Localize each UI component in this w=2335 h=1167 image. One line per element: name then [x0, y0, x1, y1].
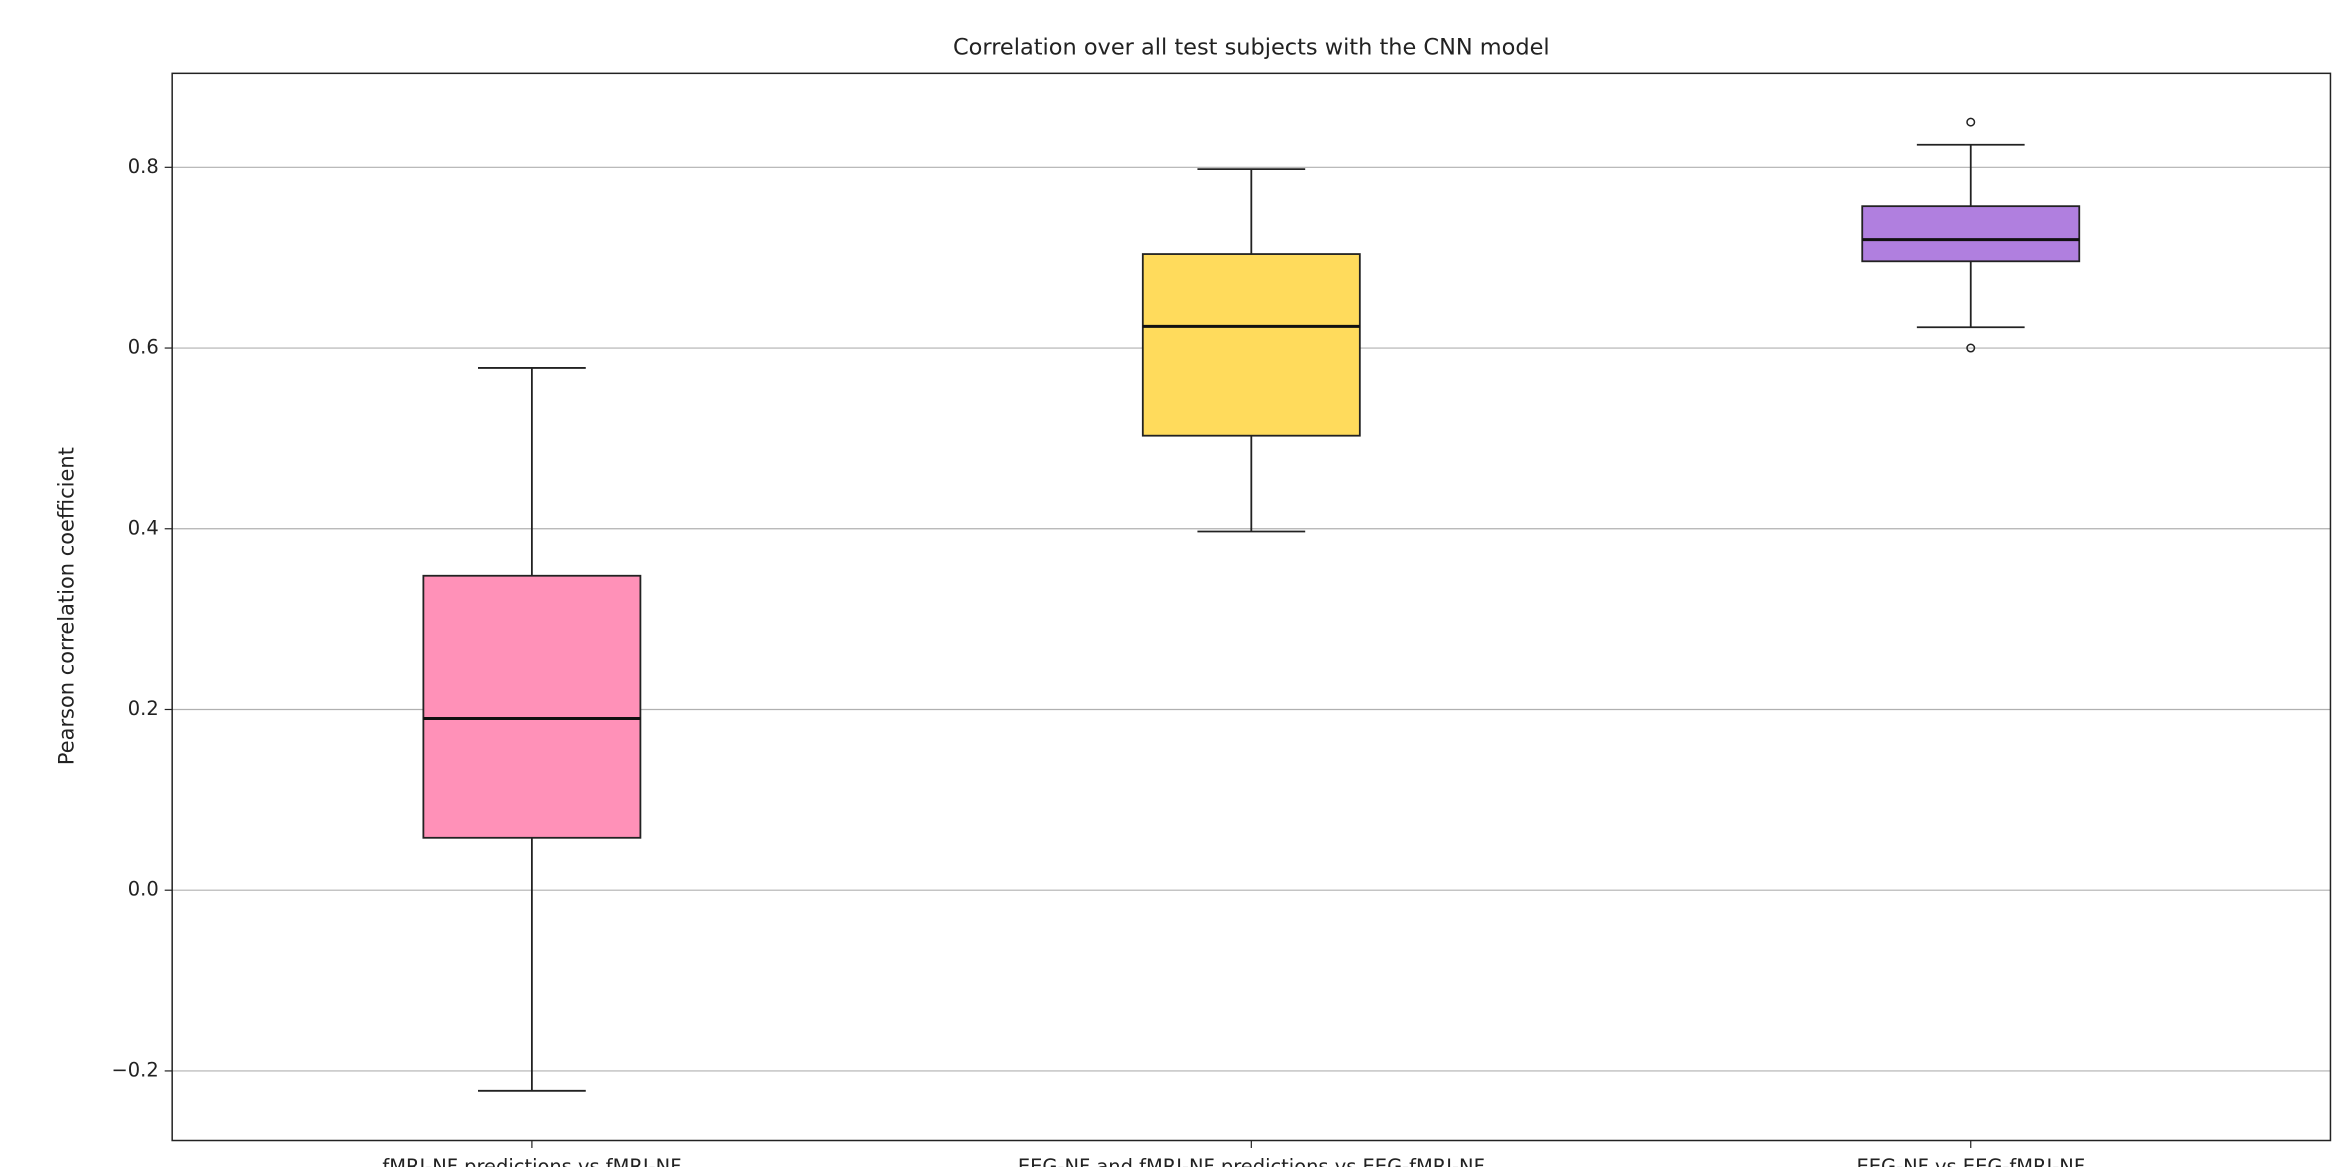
box — [1861, 205, 2081, 263]
y-tick-label: 0.6 — [128, 336, 159, 359]
y-tick-label: 0.0 — [128, 878, 159, 901]
outlier — [1966, 343, 1976, 353]
y-axis-label: Pearson correlation coefficient — [54, 447, 78, 765]
y-tick-label: −0.2 — [112, 1058, 159, 1081]
y-tick-label: 0.8 — [128, 155, 159, 178]
outlier — [1966, 117, 1976, 127]
box — [1141, 253, 1361, 437]
plot-frame — [171, 72, 2332, 1142]
x-tick-label: fMRI-NF predictions vs fMRI-NF — [382, 1155, 681, 1167]
x-tick-label: EEG-NF and fMRI-NF predictions vs EEG-fM… — [1018, 1155, 1485, 1167]
y-tick-label: 0.4 — [128, 516, 159, 539]
box — [422, 574, 642, 839]
x-tick-label: EEG-NF vs EEG-fMRI-NF — [1856, 1155, 2085, 1167]
chart-title: Correlation over all test subjects with … — [953, 34, 1550, 60]
y-tick-label: 0.2 — [128, 697, 159, 720]
